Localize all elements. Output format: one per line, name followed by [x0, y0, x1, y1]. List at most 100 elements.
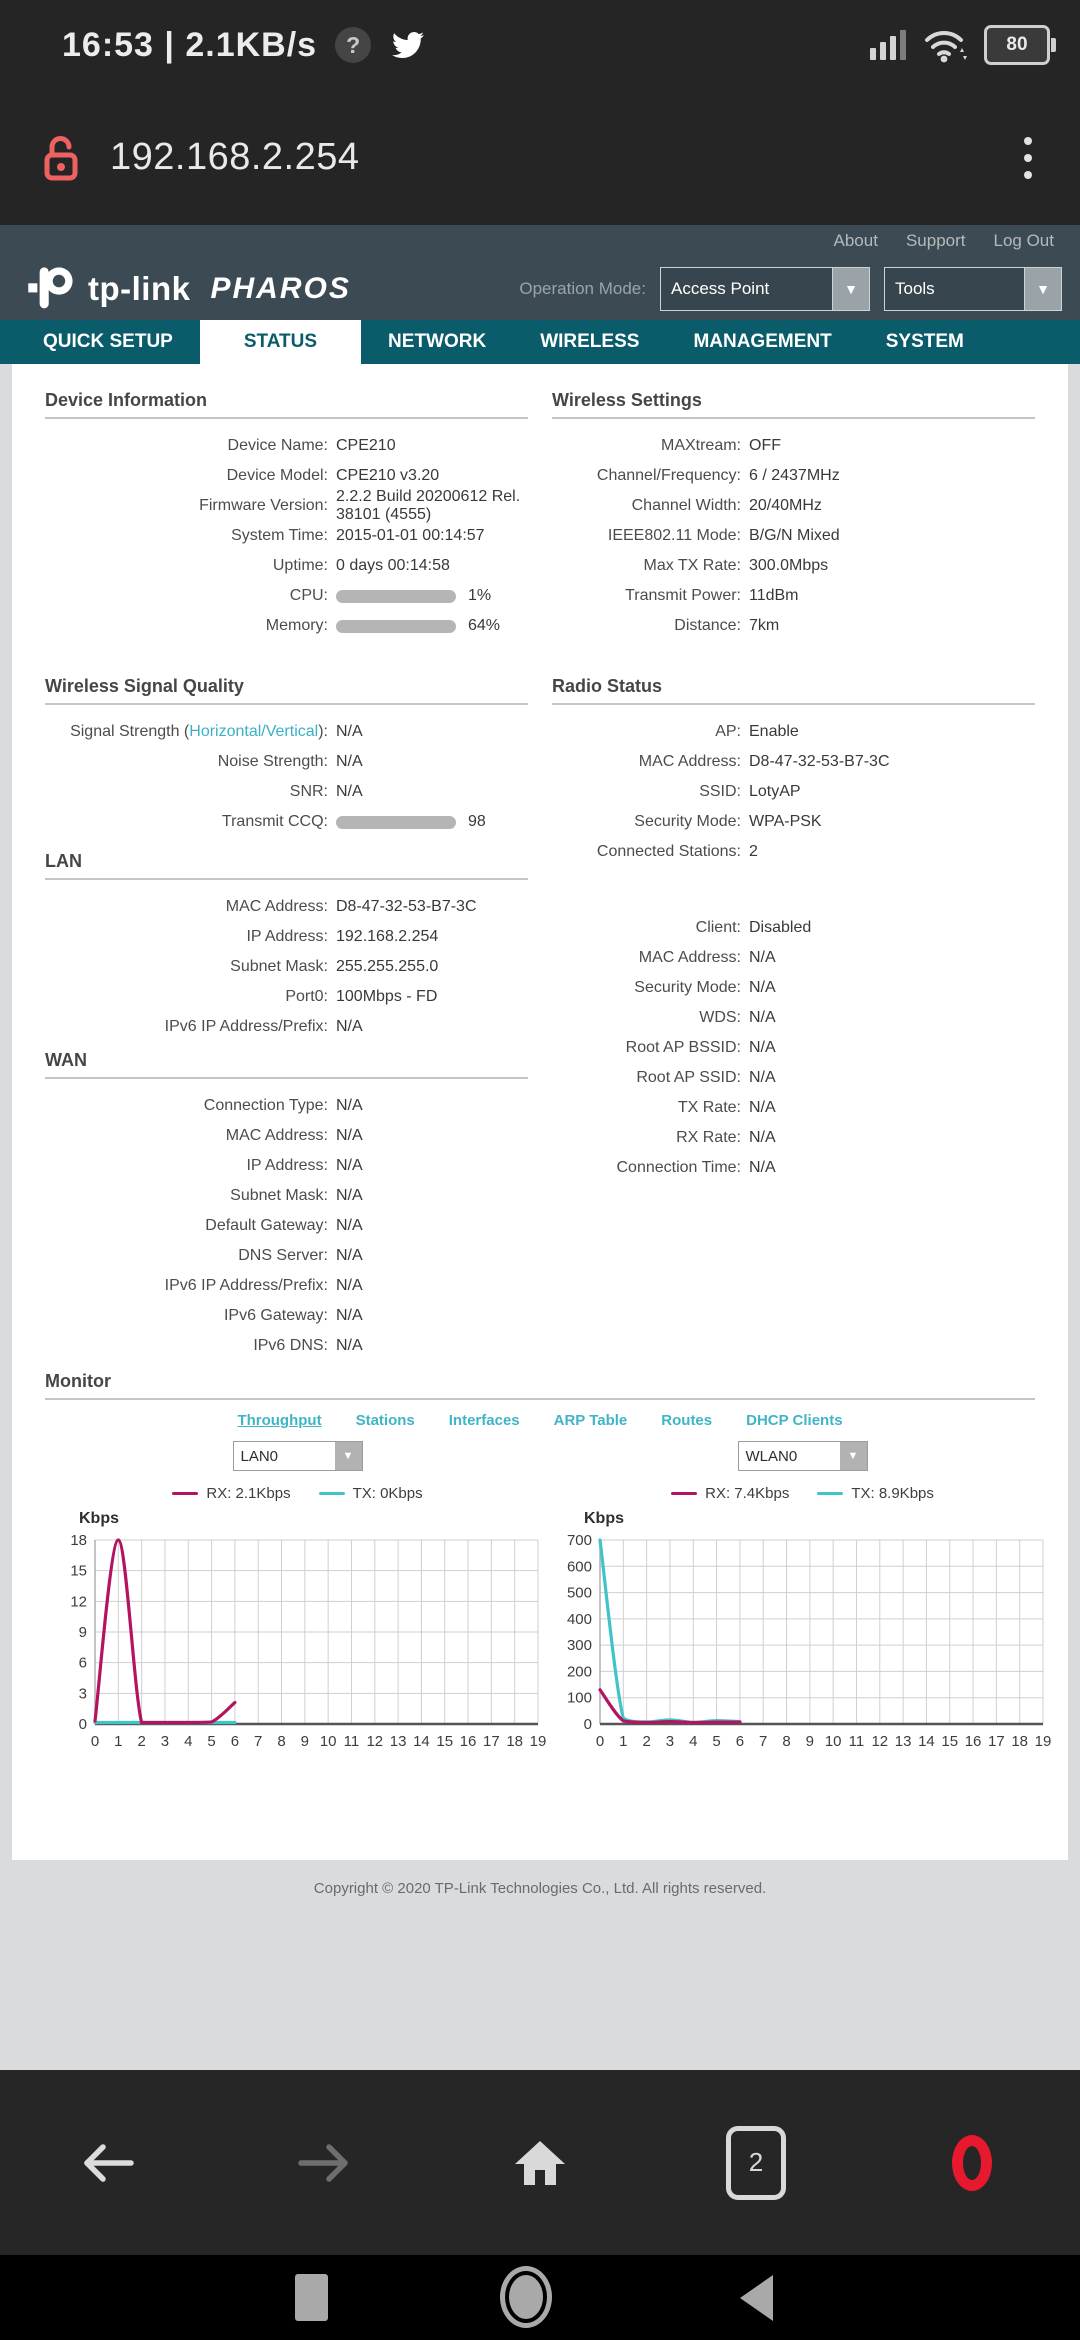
row-label: Firmware Version:	[199, 497, 328, 514]
browser-address-bar: 192.168.2.254	[0, 90, 1080, 225]
wifi-icon	[925, 30, 967, 63]
info-row: System Time: 2015-01-01 00:14:57	[45, 521, 528, 551]
home-button[interactable]	[432, 2070, 648, 2255]
chevron-down-icon: ▼	[839, 1442, 867, 1470]
forward-button[interactable]	[216, 2070, 432, 2255]
row-value: N/A	[336, 1018, 363, 1035]
monitor-tab-arp-table[interactable]: ARP Table	[553, 1412, 628, 1429]
svg-text:1: 1	[114, 1733, 122, 1750]
tab-system[interactable]: SYSTEM	[885, 331, 964, 352]
row-label: MAC Address:	[225, 898, 328, 915]
opera-menu-button[interactable]	[864, 2070, 1080, 2255]
interface-select-value: WLAN0	[745, 1447, 798, 1465]
legend-swatch-icon	[671, 1492, 698, 1495]
page-background: Device Information Device Name: CPE210 Devi…	[0, 364, 1080, 2070]
svg-text:500: 500	[567, 1585, 592, 1602]
row-label: Connection Type:	[203, 1097, 328, 1114]
legend-item: RX: 7.4Kbps	[671, 1485, 789, 1502]
row-value: 2015-01-01 00:14:57	[336, 527, 485, 544]
section-title: Wireless Settings	[552, 390, 1035, 419]
row-label: Max TX Rate:	[643, 557, 741, 574]
monitor-tab-throughput[interactable]: Throughput	[237, 1412, 322, 1429]
brand-name: tp-link	[88, 270, 191, 307]
legend-swatch-icon	[318, 1492, 345, 1495]
progress-bar	[336, 619, 456, 633]
tab-wireless[interactable]: WIRELESS	[540, 331, 640, 352]
row-label: Channel Width:	[631, 497, 741, 514]
svg-text:19: 19	[530, 1733, 547, 1750]
operation-mode-select[interactable]: Access Point ▼	[660, 267, 870, 311]
header-link-about[interactable]: About	[833, 231, 878, 250]
interface-select-wlan0[interactable]: WLAN0 ▼	[737, 1441, 868, 1471]
svg-text:19: 19	[1035, 1733, 1052, 1750]
row-value: 7km	[749, 617, 780, 634]
info-row: Default Gateway: N/A	[45, 1211, 528, 1241]
chevron-down-icon: ▼	[832, 268, 869, 310]
row-value: WPA-PSK	[749, 813, 822, 830]
back-button[interactable]	[0, 2070, 216, 2255]
info-row: WDS: N/A	[552, 1003, 1035, 1033]
info-row: SNR: N/A	[45, 777, 528, 807]
left-column: Device Information Device Name: CPE210 Devi…	[45, 390, 528, 1361]
row-value: D8-47-32-53-B7-3C	[336, 898, 477, 915]
status-page: Device Information Device Name: CPE210 Devi…	[12, 364, 1068, 1860]
monitor-tab-routes[interactable]: Routes	[661, 1412, 713, 1429]
section-title: Device Information	[45, 390, 528, 419]
info-row: Firmware Version: 2.2.2 Build 20200612 Re…	[45, 488, 528, 523]
info-row: Client: Disabled	[552, 913, 1035, 943]
interface-select-lan0[interactable]: LAN0 ▼	[232, 1441, 363, 1471]
row-value: 192.168.2.254	[336, 928, 439, 945]
tab-network[interactable]: NETWORK	[388, 331, 487, 352]
svg-text:14: 14	[413, 1733, 430, 1750]
monitor-tab-interfaces[interactable]: Interfaces	[448, 1412, 520, 1429]
section-title: LAN	[45, 851, 528, 880]
info-row: MAC Address: N/A	[45, 1121, 528, 1151]
header-link-log-out[interactable]: Log Out	[993, 231, 1055, 250]
section-title: WAN	[45, 1050, 528, 1079]
back-nav-button[interactable]	[740, 2275, 773, 2321]
android-status-bar: 16:53 | 2.1KB/s ? 80	[0, 0, 1080, 90]
info-row: Channel/Frequency: 6 / 2437MHz	[552, 461, 1035, 491]
tab-quick-setup[interactable]: QUICK SETUP	[43, 331, 173, 352]
tab-management[interactable]: MANAGEMENT	[693, 331, 832, 352]
url-field[interactable]: 192.168.2.254	[110, 136, 360, 178]
tools-select[interactable]: Tools ▼	[884, 267, 1062, 311]
info-row: Security Mode: WPA-PSK	[552, 807, 1035, 837]
monitor-tab-stations[interactable]: Stations	[355, 1412, 415, 1429]
info-row: IEEE802.11 Mode: B/G/N Mixed	[552, 521, 1035, 551]
browser-menu-icon[interactable]	[1018, 131, 1038, 185]
header-link-support[interactable]: Support	[905, 231, 966, 250]
chart-ylabel: Kbps	[79, 1510, 119, 1527]
signal-strength-link[interactable]: Horizontal/Vertical	[189, 723, 319, 740]
row-label: MAXtream:	[660, 437, 741, 454]
home-nav-button[interactable]	[500, 2266, 552, 2328]
svg-text:9: 9	[79, 1624, 87, 1641]
opera-logo-icon	[952, 2134, 992, 2191]
row-label: SNR:	[289, 783, 328, 800]
section-client-status: Client: Disabled MAC Address: N/A Security M…	[552, 913, 1035, 1183]
chart-legend: RX: 7.4Kbps TX: 8.9Kbps	[671, 1485, 934, 1502]
row-value: N/A	[336, 783, 363, 800]
section-lan: LAN MAC Address: D8-47-32-53-B7-3C IP Addre…	[45, 851, 528, 1042]
info-row: Channel Width: 20/40MHz	[552, 491, 1035, 521]
chart-legend: RX: 2.1Kbps TX: 0Kbps	[172, 1485, 423, 1502]
legend-label: TX: 0Kbps	[352, 1485, 423, 1502]
battery-level: 80	[1006, 34, 1028, 55]
row-label: Noise Strength:	[217, 753, 328, 770]
svg-text:0: 0	[596, 1733, 604, 1750]
legend-label: RX: 7.4Kbps	[705, 1485, 790, 1502]
tab-switcher-button[interactable]: 2	[648, 2070, 864, 2255]
svg-text:16: 16	[965, 1733, 982, 1750]
row-value: N/A	[336, 1157, 363, 1174]
recents-button[interactable]	[295, 2274, 328, 2321]
row-value: N/A	[749, 1099, 776, 1116]
row-label: Memory:	[265, 617, 328, 634]
row-label: Uptime:	[272, 557, 328, 574]
tab-status[interactable]: STATUS	[199, 320, 362, 364]
svg-text:700: 700	[567, 1532, 592, 1549]
svg-text:11: 11	[849, 1733, 865, 1750]
svg-text:18: 18	[506, 1733, 523, 1750]
row-value: 2.2.2 Build 20200612 Rel. 38101 (4555)	[336, 488, 521, 523]
info-row: MAC Address: D8-47-32-53-B7-3C	[552, 747, 1035, 777]
monitor-tab-dhcp-clients[interactable]: DHCP Clients	[746, 1412, 843, 1429]
